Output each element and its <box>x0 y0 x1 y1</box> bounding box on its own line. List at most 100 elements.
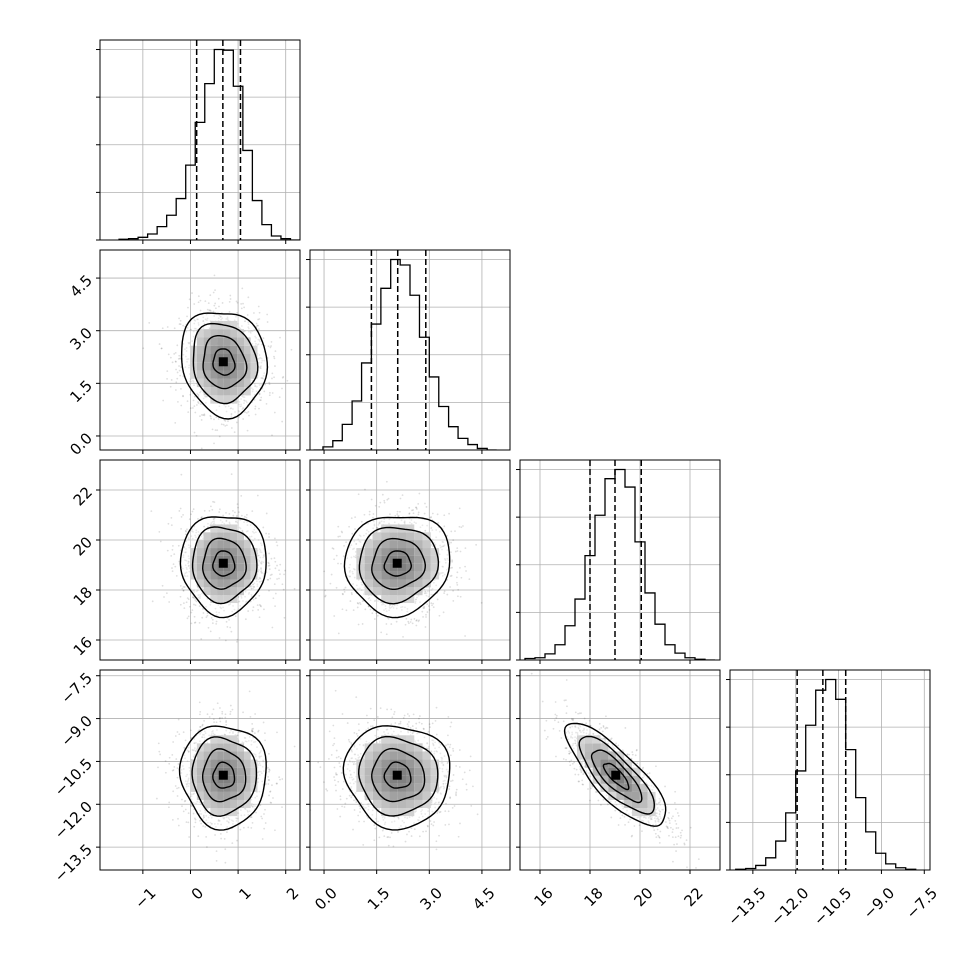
scatter-point <box>360 581 363 584</box>
scatter-point <box>186 782 189 785</box>
scatter-point <box>379 601 382 603</box>
histogram-step-0 <box>118 48 300 240</box>
scatter-point <box>229 298 232 300</box>
density-cell <box>230 345 238 355</box>
scatter-point <box>242 302 244 305</box>
scatter-point <box>201 736 204 739</box>
scatter-point <box>425 592 428 595</box>
scatter-point <box>213 418 215 421</box>
scatter-point <box>246 530 249 532</box>
scatter-point <box>399 497 402 500</box>
scatter-point <box>263 553 266 556</box>
scatter-point <box>239 327 242 330</box>
scatter-point <box>166 326 169 328</box>
scatter-point <box>191 609 194 612</box>
scatter-point <box>192 379 194 382</box>
scatter-point <box>362 534 365 537</box>
scatter-point <box>411 622 414 625</box>
scatter-point <box>430 589 433 592</box>
scatter-point <box>448 512 450 515</box>
scatter-point <box>195 590 198 593</box>
density-cell <box>223 587 231 596</box>
scatter-point <box>179 603 182 606</box>
scatter-point <box>460 526 463 529</box>
density-cell <box>244 345 251 355</box>
scatter-point <box>237 410 240 412</box>
scatter-point <box>193 327 196 330</box>
scatter-point <box>175 381 178 384</box>
scatter-point <box>259 356 262 359</box>
scatter-point <box>415 598 417 601</box>
scatter-point <box>165 592 168 595</box>
scatter-point <box>424 626 427 628</box>
scatter-point <box>205 319 208 322</box>
density-cell <box>237 354 245 363</box>
scatter-point <box>187 562 190 565</box>
density-cell <box>190 548 197 556</box>
scatter-point <box>247 410 250 413</box>
scatter-point <box>369 608 372 611</box>
scatter-point <box>439 544 442 547</box>
scatter-point <box>212 310 215 313</box>
scatter-point <box>228 603 230 606</box>
scatter-point <box>475 543 478 546</box>
scatter-point <box>431 529 434 532</box>
scatter-point <box>184 575 187 578</box>
scatter-point <box>229 294 232 297</box>
scatter-point <box>243 320 246 323</box>
scatter-point <box>218 819 221 822</box>
density-cell <box>237 532 245 541</box>
scatter-point <box>200 535 203 538</box>
scatter-point <box>209 294 212 297</box>
scatter-point <box>268 383 271 386</box>
scatter-point <box>201 723 204 726</box>
density-cell <box>203 345 211 355</box>
scatter-point <box>244 411 246 414</box>
scatter-point <box>456 547 459 550</box>
scatter-point <box>401 494 404 497</box>
scatter-point <box>187 812 190 815</box>
scatter-point <box>430 543 433 546</box>
scatter-point <box>193 603 195 606</box>
scatter-point <box>201 592 203 595</box>
scatter-point <box>377 600 379 602</box>
density-cell <box>210 587 218 596</box>
scatter-point <box>219 519 222 522</box>
scatter-point <box>195 531 198 534</box>
scatter-point <box>184 564 187 567</box>
scatter-point <box>236 311 238 314</box>
scatter-point <box>225 519 228 522</box>
density-cell <box>230 540 238 549</box>
scatter-point <box>404 623 407 626</box>
hist-panel-2 <box>516 459 721 664</box>
scatter-point <box>179 357 181 360</box>
scatter-point <box>188 518 191 521</box>
scatter-point <box>188 561 190 563</box>
scatter-point <box>257 554 260 557</box>
scatter-point <box>261 817 264 820</box>
scatter-point <box>204 300 207 303</box>
scatter-point <box>194 821 197 824</box>
density-cell <box>203 532 211 541</box>
scatter-point <box>395 607 398 610</box>
scatter-point <box>182 342 185 345</box>
scatter-point <box>422 616 424 618</box>
scatter-point <box>185 566 188 569</box>
scatter-point <box>218 405 221 408</box>
scatter-point <box>213 442 215 445</box>
scatter-point <box>377 524 380 526</box>
scatter-point <box>240 403 242 406</box>
density-cell <box>203 370 211 379</box>
scatter-point <box>396 604 399 606</box>
scatter-point <box>381 493 384 496</box>
density-cell <box>230 548 238 556</box>
scatter-point <box>190 328 192 331</box>
scatter-point <box>253 537 256 540</box>
scatter-point <box>343 590 346 593</box>
scatter-point <box>239 604 242 607</box>
scatter-point <box>174 389 177 391</box>
scatter-point <box>206 846 208 848</box>
density-cell <box>210 378 218 388</box>
density-cell <box>237 378 245 388</box>
density-cell <box>244 354 251 363</box>
